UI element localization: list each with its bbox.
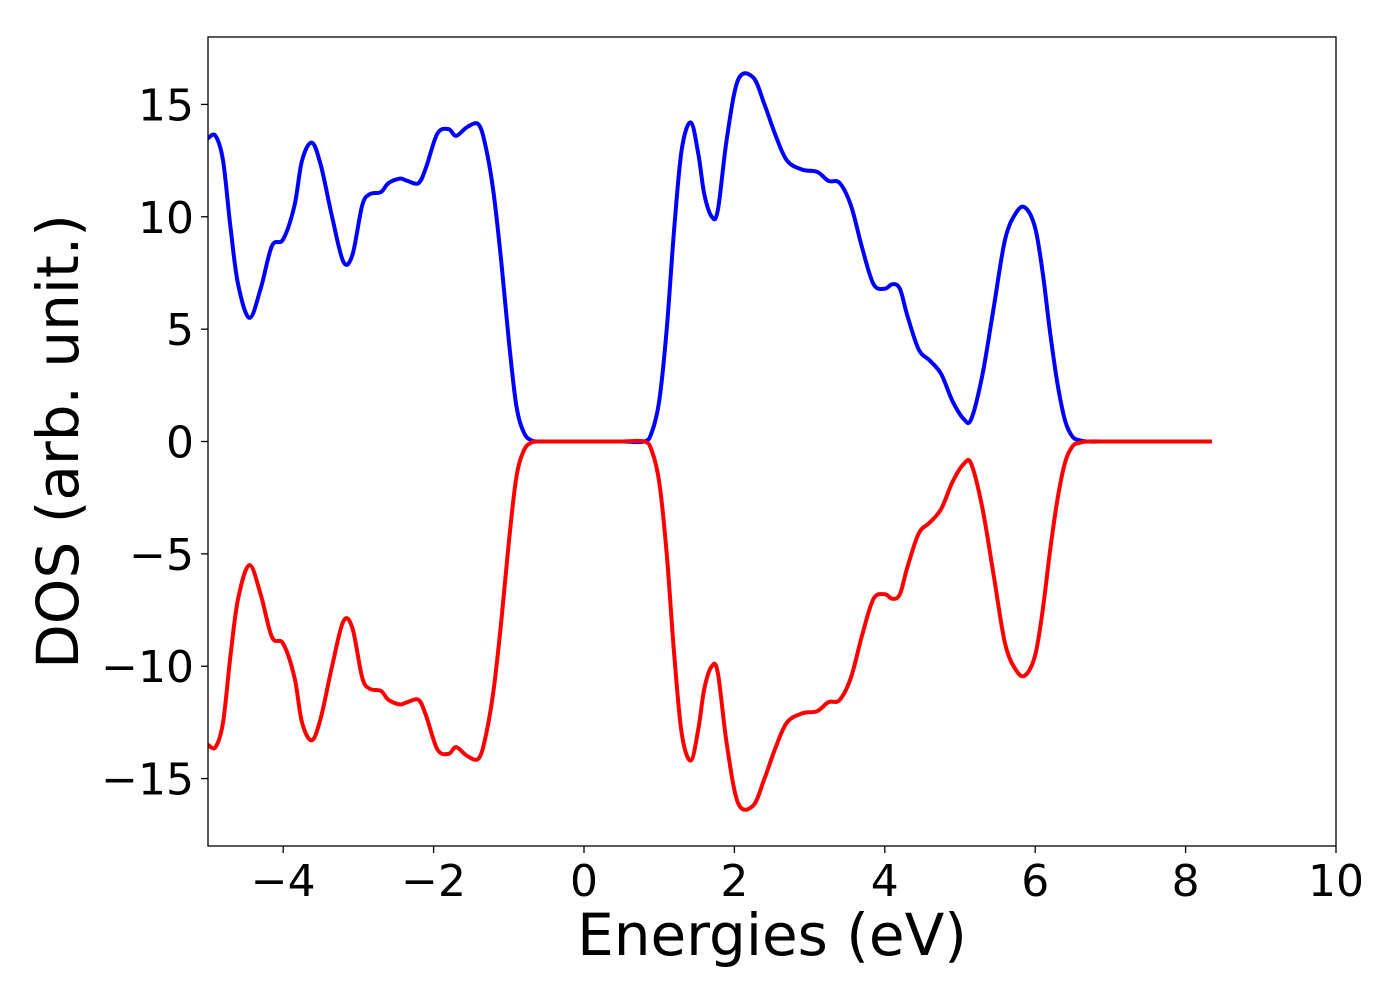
y-tick-label: 0 — [166, 418, 194, 469]
y-tick-label: 15 — [138, 80, 194, 131]
y-tick-label: −15 — [101, 755, 194, 806]
x-tick-label: 0 — [570, 856, 598, 907]
x-tick-label: −4 — [251, 856, 316, 907]
x-tick-label: 8 — [1172, 856, 1200, 907]
series-line-red — [208, 438, 1212, 812]
series-layer — [208, 71, 1212, 812]
x-tick-label: 2 — [720, 856, 748, 907]
y-tick-label: −10 — [101, 642, 194, 693]
y-tick-label: −5 — [129, 530, 194, 581]
y-tick-label: 5 — [166, 305, 194, 356]
x-axis: −4 −2 0 2 4 6 8 10 — [251, 846, 1364, 907]
x-tick-label: 10 — [1308, 856, 1364, 907]
series-line-blue — [208, 71, 1212, 445]
x-tick-label: 6 — [1021, 856, 1049, 907]
x-axis-title: Energies (eV) — [577, 901, 967, 969]
y-tick-label: 10 — [138, 193, 194, 244]
x-tick-label: −2 — [401, 856, 466, 907]
y-axis-title: DOS (arb. unit.) — [24, 214, 92, 669]
x-tick-label: 4 — [871, 856, 899, 907]
y-axis: −15 −10 −5 0 5 10 15 — [101, 80, 208, 806]
